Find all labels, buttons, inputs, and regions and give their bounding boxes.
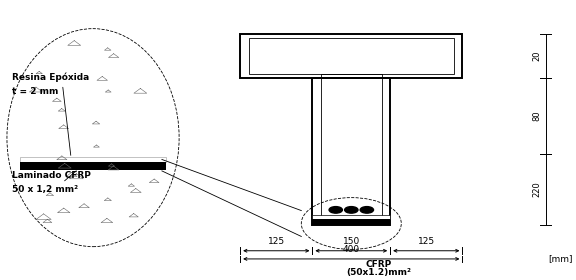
Text: Resina Epóxida: Resina Epóxida xyxy=(13,73,90,82)
Circle shape xyxy=(360,207,373,213)
Text: 220: 220 xyxy=(532,181,541,197)
Text: 80: 80 xyxy=(532,111,541,121)
Text: t = 2 mm: t = 2 mm xyxy=(13,87,59,96)
Text: CFRP: CFRP xyxy=(366,260,392,269)
Text: 125: 125 xyxy=(268,237,285,246)
Circle shape xyxy=(344,207,358,213)
Bar xyxy=(20,162,166,170)
Text: (50x1.2)mm²: (50x1.2)mm² xyxy=(347,269,412,277)
Text: 400: 400 xyxy=(343,245,360,254)
Text: 50 x 1,2 mm²: 50 x 1,2 mm² xyxy=(13,185,78,194)
Bar xyxy=(20,157,166,162)
Circle shape xyxy=(329,207,342,213)
Text: 125: 125 xyxy=(418,237,435,246)
Bar xyxy=(312,215,390,219)
Text: Laminado CFRP: Laminado CFRP xyxy=(13,171,92,180)
Text: [mm]: [mm] xyxy=(548,255,573,263)
Text: 150: 150 xyxy=(343,237,360,246)
Bar xyxy=(312,219,390,225)
Text: 20: 20 xyxy=(532,51,541,61)
